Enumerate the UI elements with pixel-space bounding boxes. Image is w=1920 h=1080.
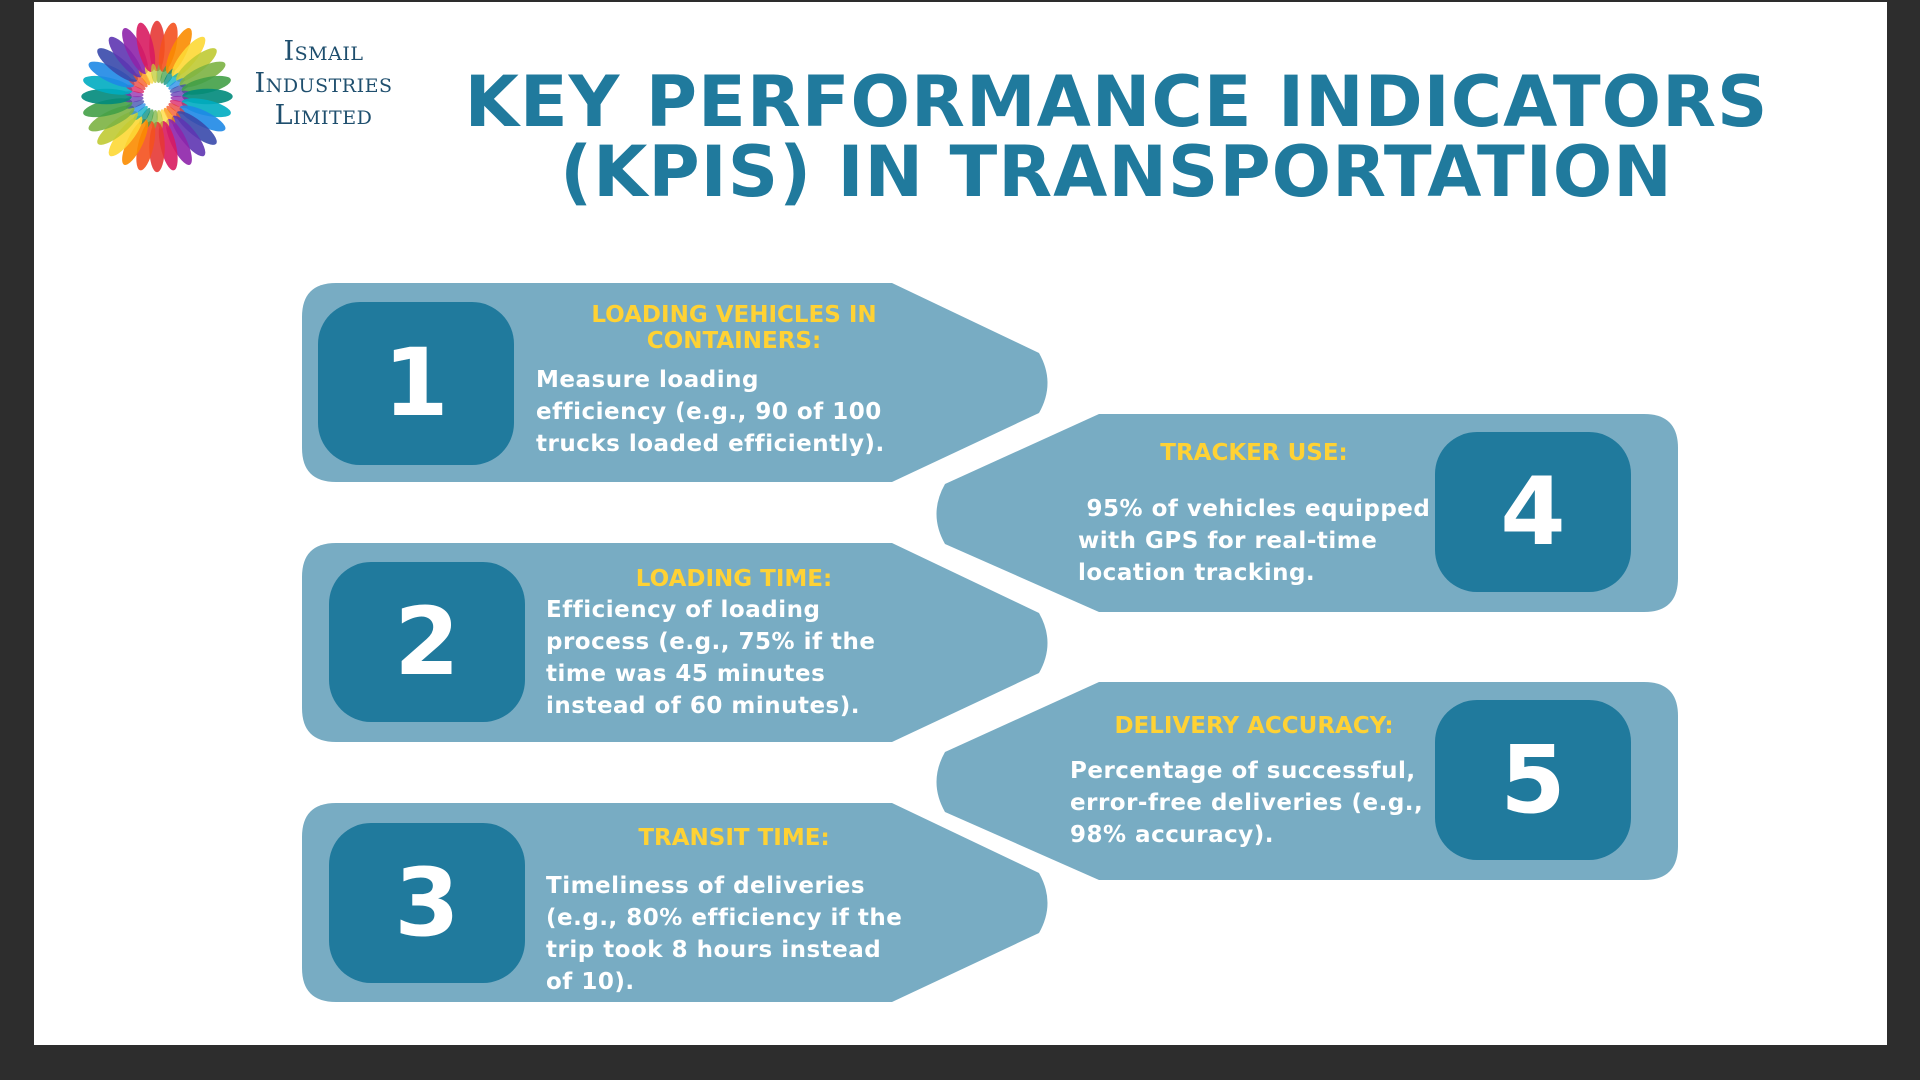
logo-petal [97,48,138,82]
kpi-3-body-line-3: trip took 8 hours instead [546,937,882,963]
logo-petal [136,121,156,171]
kpi-4-heading: TRACKER USE: [1160,440,1348,466]
kpi-2-heading: LOADING TIME: [635,566,833,592]
page-title-line-1: KEY PERFORMANCE INDICATORS [464,61,1769,143]
kpi-1-body-line-3: trucks loaded efficiently). [536,431,885,457]
kpi-5-body-line-2: error-free deliveries (e.g., [1070,790,1424,816]
kpi-badge-5 [1435,700,1631,860]
kpi-5-body-line-3: 98% accuracy). [1070,822,1274,848]
kpi-number-1: 1 [383,329,449,438]
logo-petal [165,118,192,165]
sunburst-flower-logo [81,20,233,173]
logo-petal [181,98,231,118]
logo-petal-inner [151,63,158,84]
kpi-5-body-line-1: Percentage of successful, [1070,758,1416,784]
logo-petal [97,111,138,145]
kpi-2-body-line-1: Efficiency of loading [546,597,821,623]
logo-petal [176,48,217,82]
kpi-3-body-line-1: Timeliness of deliveries [546,873,866,899]
logo-petal [122,118,149,165]
slide: Ismail Industries Limited KEY PERFORMANC… [34,2,1887,1045]
logo-petal [88,61,135,88]
logo-text-line-2: Industries [254,68,393,99]
kpi-2-body-line-3: time was 45 minutes [546,661,826,687]
kpi-badge-4 [1435,432,1631,592]
logo-petal [171,115,206,157]
kpi-badge-2 [329,562,525,722]
kpi-3-heading: TRANSIT TIME: [638,825,830,851]
kpi-4-body-line-2: with GPS for real-time [1078,528,1378,554]
kpi-4-body-line-3: location tracking. [1078,560,1316,586]
logo-petal-inner [125,100,145,109]
logo-text-line-3: Limited [274,100,373,131]
kpi-number-3: 3 [394,848,460,958]
logo-petal-inner [160,109,170,128]
logo-petal [108,115,143,157]
kpi-4-body-line-1: 95% of vehicles equipped [1078,496,1431,522]
logo-petal [179,61,226,88]
kpi-1-heading-line-1: LOADING VEHICLES IN [591,302,877,328]
page-title-line-2: (KPIS) IN TRANSPORTATION [560,131,1673,213]
logo-petal-inner [144,65,154,84]
kpi-2-body-line-4: instead of 60 minutes). [546,693,860,719]
logo-petal-inner [169,84,189,93]
kpi-number-5: 5 [1500,725,1566,835]
kpi-badge-1 [318,302,514,465]
kpi-2-body-line-2: process (e.g., 75% if the [546,629,876,655]
logo-petal [179,105,226,132]
logo-petal [158,22,178,72]
logo-petal [108,36,143,78]
logo-petal [165,28,192,75]
logo-petal [122,28,149,75]
logo-text-line-1: Ismail [283,36,364,67]
kpi-card-shapes [302,283,1678,1002]
kpi-number-4: 4 [1500,457,1566,567]
kpi-3-body-line-2: (e.g., 80% efficiency if the [546,905,903,931]
kpi-number-2: 2 [394,587,460,697]
logo-petal [176,111,217,145]
kpi-5-heading: DELIVERY ACCURACY: [1114,713,1394,739]
logo-petal [88,105,135,132]
kpi-1-body-line-2: efficiency (e.g., 90 of 100 [536,399,882,425]
kpi-badge-3 [329,823,525,983]
kpi-3-body-line-4: of 10). [546,969,635,995]
logo-petal [83,75,133,95]
logo-petal [171,36,206,78]
kpi-1-heading-line-2: CONTAINERS: [646,328,822,354]
logo-petal [136,22,156,72]
kpi-1-body-line-1: Measure loading [536,367,759,393]
